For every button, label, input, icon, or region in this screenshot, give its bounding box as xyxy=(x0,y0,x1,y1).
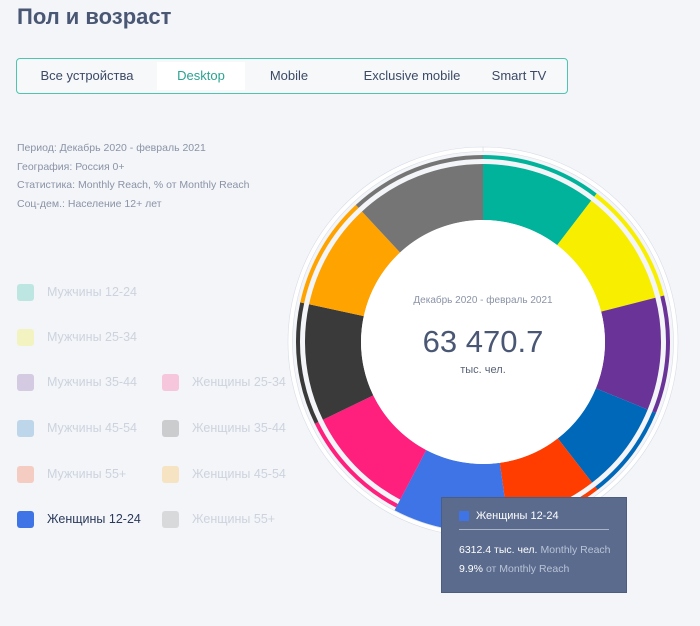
legend-label: Женщины 55+ xyxy=(192,512,276,526)
legend-item-women-12-24[interactable]: Женщины 12-24 xyxy=(17,509,141,529)
legend-label: Мужчины 35-44 xyxy=(47,375,137,389)
outer-ring-segment-women-45-54 xyxy=(300,204,359,304)
donut-slice-men-25-34[interactable] xyxy=(557,200,656,312)
legend-label: Мужчины 25-34 xyxy=(47,330,137,344)
tooltip-divider xyxy=(459,529,609,530)
outer-ring-segment-men-45-54 xyxy=(595,411,656,490)
donut-slice-women-25-34[interactable] xyxy=(322,395,427,500)
legend-label: Женщины 12-24 xyxy=(47,512,141,526)
legend-swatch xyxy=(17,419,34,437)
tab-all-devices[interactable]: Все устройства xyxy=(40,68,134,83)
center-unit: тыс. чел. xyxy=(460,364,506,376)
page-title: Пол и возраст xyxy=(17,4,172,29)
tab-desktop[interactable]: Desktop xyxy=(157,62,245,90)
donut-slice-women-55-plus[interactable] xyxy=(361,164,483,253)
legend-swatch xyxy=(17,328,34,346)
donut-slice-women-45-54[interactable] xyxy=(309,211,401,317)
tooltip-header: Женщины 12-24 xyxy=(459,510,559,522)
legend-label: Женщины 35-44 xyxy=(192,421,286,435)
legend-item-women-25-34[interactable]: Женщины 25-34 xyxy=(162,372,286,392)
legend-label: Женщины 25-34 xyxy=(192,375,286,389)
legend-swatch xyxy=(17,373,34,391)
meta-sociodem: Соц-дем.: Население 12+ лет xyxy=(17,198,162,211)
legend-label: Мужчины 45-54 xyxy=(47,421,137,435)
donut-slice-women-35-44[interactable] xyxy=(304,304,374,420)
legend-item-men-45-54[interactable]: Мужчины 45-54 xyxy=(17,418,137,438)
legend-item-men-35-44[interactable]: Мужчины 35-44 xyxy=(17,372,137,392)
center-total-value: 63 470.7 xyxy=(423,324,544,359)
meta-geography: География: Россия 0+ xyxy=(17,160,125,173)
legend-item-men-12-24[interactable]: Мужчины 12-24 xyxy=(17,282,137,302)
legend-label: Женщины 45-54 xyxy=(192,467,286,481)
legend-item-men-25-34[interactable]: Мужчины 25-34 xyxy=(17,327,137,347)
tooltip-percent-row: 9.9% от Monthly Reach xyxy=(459,563,569,575)
device-tabs: Все устройства Desktop Mobile Exclusive … xyxy=(16,58,568,94)
donut-slice-men-35-44[interactable] xyxy=(595,297,661,410)
meta-statistic: Статистика: Monthly Reach, % от Monthly … xyxy=(17,179,250,192)
donut-hole xyxy=(361,220,605,464)
legend-item-women-35-44[interactable]: Женщины 35-44 xyxy=(162,418,286,438)
filter-summary: Период: Декабрь 2020 - февраль 2021 Геог… xyxy=(17,139,249,214)
donut-slice-men-45-54[interactable] xyxy=(557,388,648,483)
tooltip-percent-label: от Monthly Reach xyxy=(485,563,570,575)
legend-swatch xyxy=(162,373,179,391)
legend-swatch xyxy=(17,283,34,301)
legend-item-women-45-54[interactable]: Женщины 45-54 xyxy=(162,464,286,484)
donut-slice-men-12-24[interactable] xyxy=(483,164,592,246)
legend-swatch xyxy=(17,510,34,528)
tooltip-reach-label: Monthly Reach xyxy=(540,544,611,556)
tab-mobile[interactable]: Mobile xyxy=(269,68,309,83)
tooltip-reach-row: 6312.4 тыс. чел. Monthly Reach xyxy=(459,544,611,556)
tooltip-reach-value: 6312.4 тыс. чел. xyxy=(459,544,538,556)
meta-period: Период: Декабрь 2020 - февраль 2021 xyxy=(17,142,206,154)
group-ring-women xyxy=(287,146,511,538)
legend-swatch xyxy=(17,465,34,483)
tooltip-swatch xyxy=(459,511,469,521)
tooltip-title: Женщины 12-24 xyxy=(476,510,559,522)
center-period: Декабрь 2020 - февраль 2021 xyxy=(413,294,553,306)
legend-swatch xyxy=(162,419,179,437)
legend-item-women-55-plus[interactable]: Женщины 55+ xyxy=(162,509,275,529)
tab-exclusive-mobile[interactable]: Exclusive mobile xyxy=(363,68,461,83)
legend-label: Мужчины 55+ xyxy=(47,467,127,481)
outer-ring-segment-men-12-24 xyxy=(483,155,597,197)
tab-smart-tv[interactable]: Smart TV xyxy=(491,68,547,83)
legend-swatch xyxy=(162,510,179,528)
legend-item-men-55-plus[interactable]: Мужчины 55+ xyxy=(17,464,126,484)
tooltip-percent-value: 9.9% xyxy=(459,563,483,575)
legend-label: Мужчины 12-24 xyxy=(47,285,137,299)
legend-swatch xyxy=(162,465,179,483)
outer-ring-segment-women-35-44 xyxy=(296,302,319,424)
chart-tooltip: Женщины 12-24 6312.4 тыс. чел. Monthly Re… xyxy=(441,497,627,593)
outer-ring-segment-men-35-44 xyxy=(652,295,670,414)
